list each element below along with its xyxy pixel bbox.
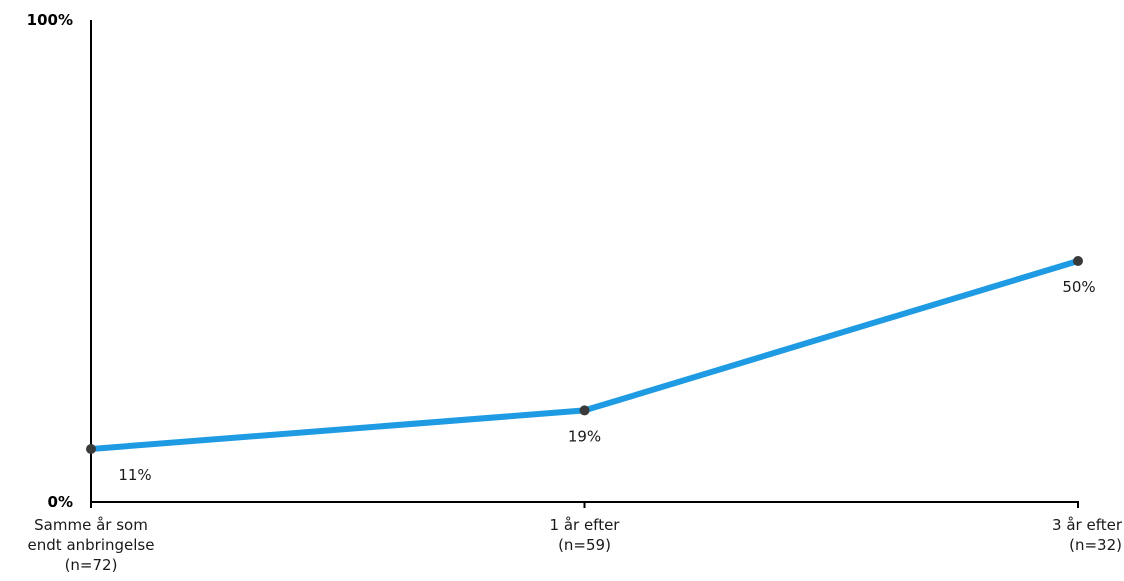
data-point bbox=[1073, 256, 1083, 266]
series-line bbox=[88, 258, 1081, 452]
data-label: 11% bbox=[118, 466, 151, 484]
x-tick-label-line: (n=59) bbox=[558, 536, 611, 554]
data-labels-layer: 11% 19% 50% bbox=[118, 278, 1095, 484]
x-tick-label-line: (n=72) bbox=[65, 556, 118, 574]
x-tick-label-line: 1 år efter bbox=[550, 516, 621, 534]
x-tick-label-line: Samme år som bbox=[34, 516, 148, 534]
data-label: 50% bbox=[1062, 278, 1095, 296]
x-tick-label: Samme år som endt anbringelse (n=72) bbox=[28, 516, 155, 574]
series-layer bbox=[86, 256, 1083, 454]
data-point bbox=[579, 405, 590, 416]
x-tick-label: 1 år efter (n=59) bbox=[550, 516, 621, 554]
data-label: 19% bbox=[568, 427, 601, 445]
x-tick-label-line: endt anbringelse bbox=[28, 536, 155, 554]
y-axis-ticks: 0% 100% bbox=[27, 11, 73, 511]
y-tick-label: 100% bbox=[27, 11, 73, 29]
x-tick-label-line: 3 år efter bbox=[1052, 516, 1123, 534]
x-tick-label: 3 år efter (n=32) bbox=[1052, 516, 1123, 554]
x-axis-ticks: Samme år som endt anbringelse (n=72) 1 år e… bbox=[28, 502, 1123, 574]
data-point bbox=[86, 443, 96, 454]
x-tick-label-line: (n=32) bbox=[1069, 536, 1122, 554]
y-tick-label: 0% bbox=[48, 493, 73, 511]
